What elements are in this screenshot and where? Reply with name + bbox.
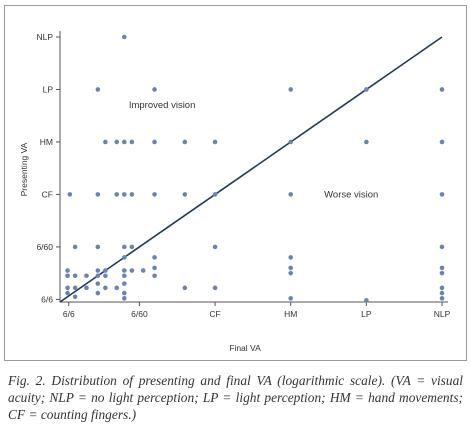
y-axis-title: Presenting VA [19,142,29,196]
data-point [95,290,101,296]
data-point [121,296,127,301]
y-tick-label: NLP [36,32,53,42]
data-point [129,268,135,273]
x-tick-label: CF [209,309,220,319]
data-point [121,273,127,279]
data-point [182,139,188,145]
data-point [439,265,445,271]
figure-caption: Fig. 2. Distribution of presenting and f… [8,373,463,422]
data-point [121,281,127,286]
data-point [114,139,120,145]
data-point [212,192,218,197]
data-point [212,244,218,250]
scatter-plot: 6/6 6/60 CF HM LP NLP 6/6 6/60 CF HM LP NLP Final V… [19,31,451,353]
data-point [439,270,445,276]
data-point [152,139,157,145]
data-point [114,192,120,197]
chart-frame: 6/6 6/60 CF HM LP NLP 6/6 6/60 CF HM LP NLP Final V… [4,5,467,361]
data-point [212,139,218,145]
data-point [439,290,445,296]
data-point [288,192,294,197]
x-tick-label: LP [361,309,372,319]
data-point [67,192,73,197]
data-point [72,273,78,279]
data-point [182,192,188,197]
data-point [95,87,101,92]
data-point [364,139,369,145]
data-point [95,268,101,273]
data-point [84,273,89,279]
data-point [72,285,78,291]
x-tick-label: 6/60 [131,309,148,319]
data-point [288,296,294,301]
data-point [439,139,445,145]
data-point [95,273,101,279]
y-tick-label: HM [40,137,53,147]
identity-line [59,36,443,303]
x-tick-label: NLP [434,309,451,319]
data-point [288,139,294,145]
data-point [65,290,70,296]
data-point [152,255,157,260]
data-point [152,265,157,271]
data-point [114,285,120,291]
data-point [95,281,101,286]
data-point [439,192,445,197]
data-point [439,296,445,301]
improved-vision-label: Improved vision [129,100,196,111]
y-tick-label: CF [42,189,53,199]
data-point [121,268,127,273]
data-point [72,244,78,250]
data-point [121,255,127,260]
data-point [140,268,146,273]
y-tick-label: LP [43,84,54,94]
data-point [288,270,294,276]
data-point [121,244,127,250]
data-point [65,273,70,279]
data-point [121,290,127,296]
data-point [182,285,188,291]
data-point [129,139,135,145]
data-point [121,34,127,40]
data-point [364,298,369,303]
x-axis-title: Final VA [229,343,261,353]
data-point [152,273,157,279]
data-point [439,285,445,291]
data-point [95,244,101,250]
data-point [364,87,369,92]
data-point [103,285,108,291]
worse-vision-label: Worse vision [324,189,378,200]
data-point [72,294,78,300]
data-point [103,139,108,145]
data-point [121,192,127,197]
data-point [439,87,445,92]
data-point [288,265,294,271]
data-point [103,268,108,273]
data-point [288,87,294,92]
data-point [65,268,70,273]
data-point [152,192,157,197]
x-tick-label: HM [284,309,297,319]
data-point [65,285,70,291]
data-point [439,244,445,250]
data-point [84,285,89,291]
data-point [152,87,157,92]
x-tick-label: 6/6 [63,309,75,319]
data-point [103,273,108,279]
y-tick-label: 6/60 [36,242,53,252]
data-point [129,192,135,197]
data-point [288,255,294,260]
data-point [121,139,127,145]
data-point [95,192,101,197]
data-point [212,285,218,291]
y-tick-label: 6/6 [41,294,53,304]
data-point [129,244,135,250]
